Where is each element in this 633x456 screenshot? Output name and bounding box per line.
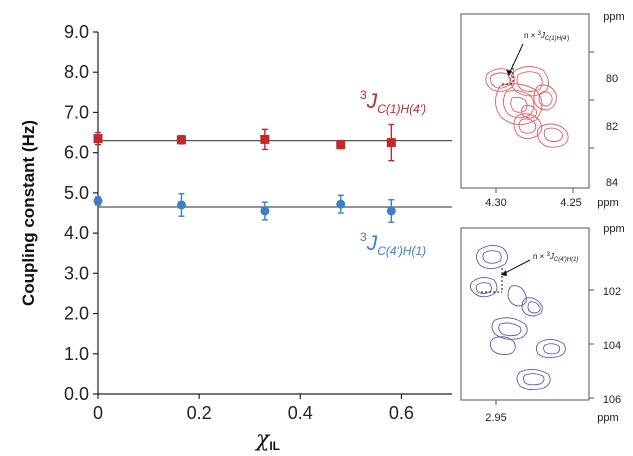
y-tick-label: 1.0 <box>64 344 89 364</box>
data-point <box>176 135 186 145</box>
x-tick-label: 0 <box>93 403 103 423</box>
inset-red-ytick: 84 <box>606 177 618 189</box>
contour-peak <box>533 84 557 111</box>
data-point <box>260 201 270 221</box>
marker-circle <box>260 206 270 216</box>
contour-peak <box>535 339 566 359</box>
inset-red-xtick: 4.25 <box>560 197 581 209</box>
contour-peak <box>482 250 502 264</box>
x-tick-label: 0.2 <box>187 403 212 423</box>
y-tick-label: 6.0 <box>64 143 89 163</box>
arrow-head <box>501 270 507 276</box>
contour-peak <box>489 336 516 355</box>
contour-peak <box>536 123 569 148</box>
data-point <box>176 192 186 217</box>
contour-peak <box>476 245 508 269</box>
contour-peak <box>469 277 498 298</box>
data-point <box>336 194 346 214</box>
contour-peak <box>523 373 545 386</box>
data-point <box>336 139 346 150</box>
inset-red-ytick: 80 <box>606 73 618 85</box>
data-point <box>386 123 396 162</box>
inset-red-ytick: 82 <box>606 121 618 133</box>
contour-peak <box>521 105 537 119</box>
annotation-arrow <box>508 43 524 75</box>
series-group <box>93 123 452 223</box>
series-label-blue: 3JC(4')H(1) <box>360 230 426 258</box>
inset-blue-xunit: ppm <box>597 412 618 424</box>
marker-square <box>336 140 346 150</box>
inset-blue-ytick: 106 <box>603 394 621 406</box>
marker-circle <box>386 206 396 216</box>
contour-peak <box>507 285 527 307</box>
inset-red-xunit: ppm <box>597 197 618 209</box>
data-point <box>93 131 103 146</box>
marker-square <box>93 134 103 144</box>
x-tick-label: 0.4 <box>288 403 313 423</box>
y-tick-label: 7.0 <box>64 102 89 122</box>
marker-circle <box>176 200 186 210</box>
y-tick-label: 0.0 <box>64 384 89 404</box>
contour-peak <box>485 68 515 92</box>
inset-red-spectrum: n × 3JC(1)H(4') 80 82 84 ppm 4.30 4.25 p… <box>460 11 625 209</box>
inset-red-annotation: n × 3JC(1)H(4') <box>524 31 569 42</box>
marker-circle <box>93 196 103 206</box>
contour-peak <box>543 127 563 142</box>
marker-circle <box>336 199 346 209</box>
data-point <box>260 128 270 151</box>
contour-peak <box>518 118 537 134</box>
data-point <box>93 196 103 206</box>
y-tick-label: 8.0 <box>64 62 89 82</box>
contour-peak <box>503 90 535 119</box>
series-label-red: 3JC(1)H(4') <box>360 88 426 116</box>
x-ticks: 0 0.2 0.4 0.6 <box>93 394 414 423</box>
inset-blue-yticks <box>589 289 594 399</box>
inset-blue-yunit: ppm <box>603 223 624 235</box>
inset-blue-frame <box>460 227 590 401</box>
contour-peak <box>490 72 511 89</box>
inset-red-yunit: ppm <box>603 11 624 23</box>
inset-blue-ytick: 104 <box>603 340 621 352</box>
contour-peak <box>538 91 553 107</box>
y-tick-label: 4.0 <box>64 223 89 243</box>
contour-peak <box>543 343 561 355</box>
marker-square <box>260 134 270 144</box>
marker-square <box>176 135 186 145</box>
inset-blue-xtick: 2.95 <box>485 412 506 424</box>
inset-blue-spectrum: n × 3JC(4')H(1) 102 104 106 ppm 2.95 ppm <box>460 223 625 424</box>
inset-blue-ytick: 102 <box>603 286 621 298</box>
arrow-head <box>506 70 512 76</box>
inset-red-yticks <box>589 51 594 149</box>
contour-peak <box>498 322 522 337</box>
inset-red-contours <box>485 66 569 148</box>
contour-peak <box>495 83 543 125</box>
x-tick-label: 0.6 <box>389 403 414 423</box>
y-ticks: 0.0 1.0 2.0 3.0 4.0 5.0 6.0 7.0 8.0 9.0 <box>64 22 98 404</box>
contour-peak <box>491 317 528 340</box>
y-axis-label: Coupling constant (Hz) <box>19 120 38 306</box>
x-axis-label: χIL <box>254 427 280 453</box>
y-tick-label: 5.0 <box>64 183 89 203</box>
inset-red-frame <box>460 13 590 189</box>
y-tick-label: 2.0 <box>64 304 89 324</box>
contour-peak <box>527 301 541 314</box>
inset-red-xtick: 4.30 <box>485 197 506 209</box>
marker-square <box>386 138 396 148</box>
contour-peak <box>516 71 543 92</box>
y-tick-label: 9.0 <box>64 22 89 42</box>
inset-blue-annotation: n × 3JC(4')H(1) <box>533 252 578 263</box>
inset-blue-contours <box>469 245 566 391</box>
data-point <box>386 199 396 223</box>
contour-peak <box>521 297 543 317</box>
y-tick-label: 3.0 <box>64 263 89 283</box>
contour-peak <box>513 113 542 139</box>
contour-peak <box>516 369 551 391</box>
annotation-arrow <box>502 259 531 275</box>
contour-peak <box>510 96 528 113</box>
